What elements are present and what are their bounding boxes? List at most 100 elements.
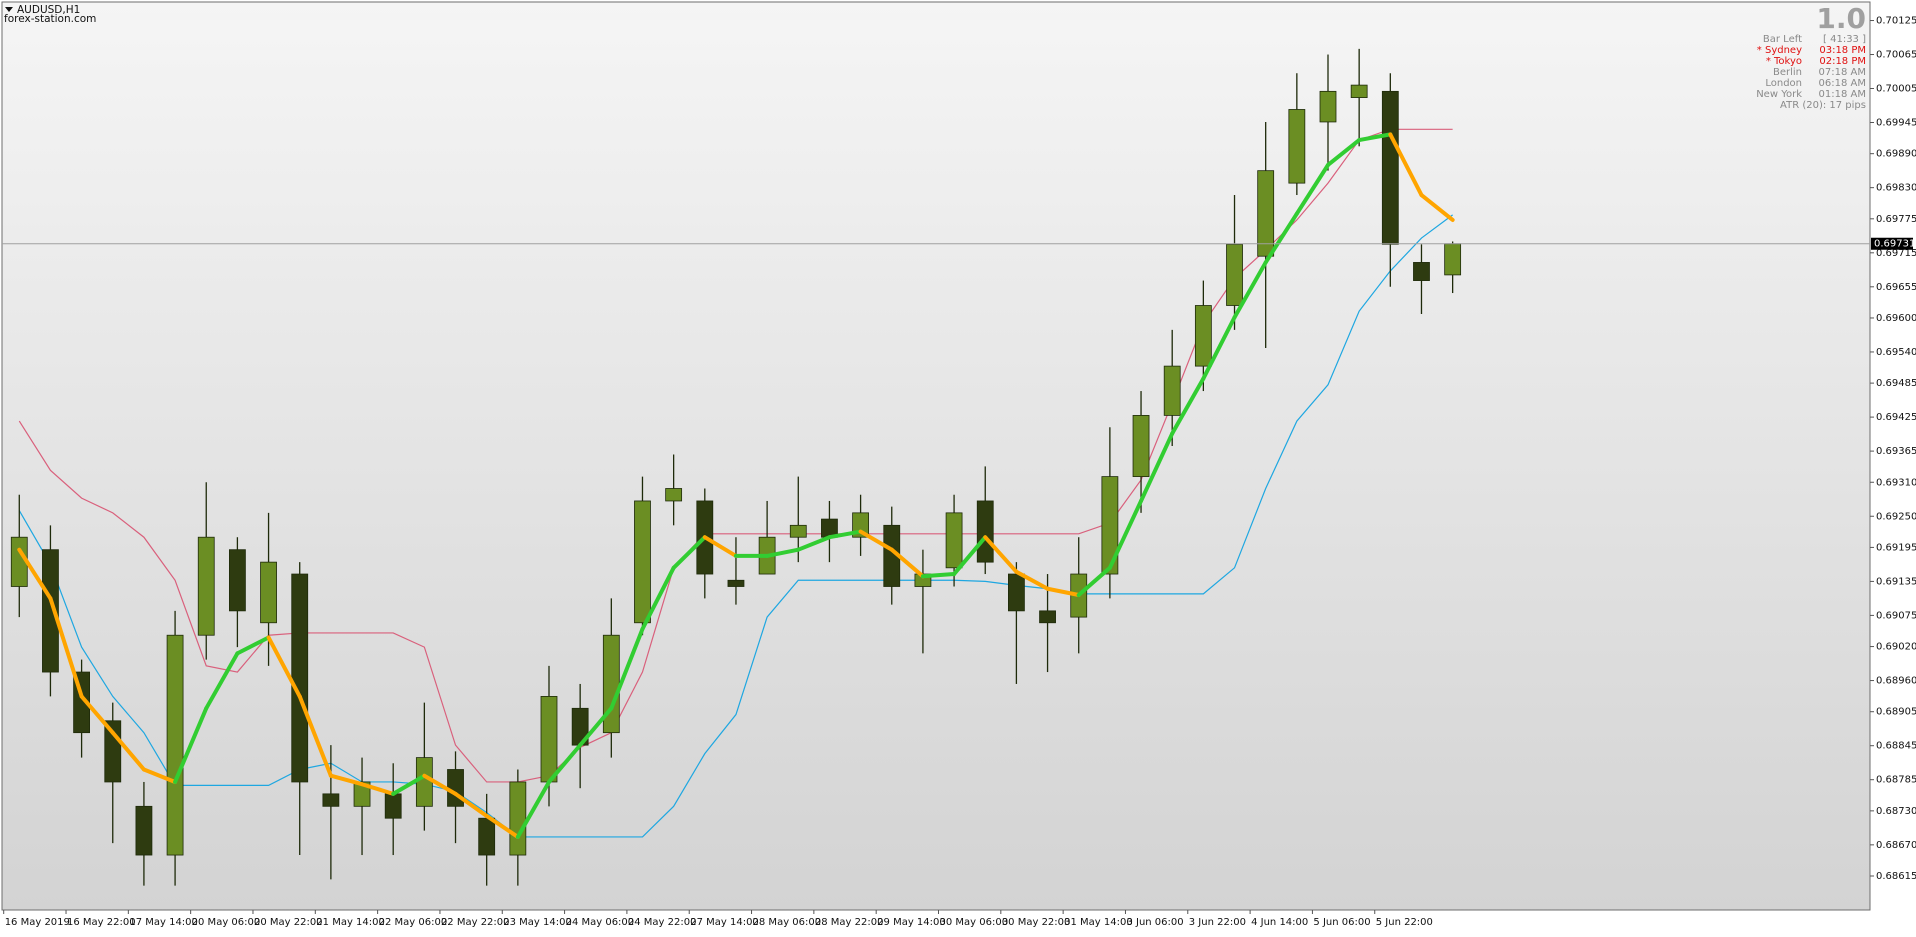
candle-body	[1101, 476, 1119, 575]
info-label: Bar Left	[1763, 34, 1802, 45]
y-tick-label: 0.69135	[1876, 576, 1916, 587]
trend-segment	[1388, 132, 1424, 198]
candle-body	[291, 573, 309, 783]
trend-segment	[1139, 431, 1175, 503]
y-tick-label: 0.70125	[1876, 16, 1916, 27]
x-tick-label: 16 May 2019	[5, 917, 70, 928]
candle-body	[135, 805, 153, 856]
info-value: [ 41:33 ]	[1823, 34, 1866, 45]
candle-body	[602, 634, 620, 734]
trend-segment	[360, 782, 396, 796]
info-value: 07:18 AM	[1819, 67, 1866, 78]
x-tick-label: 27 May 14:00	[690, 917, 759, 928]
trend-segment	[765, 547, 801, 558]
info-value: 06:18 AM	[1819, 78, 1866, 89]
candle-body	[1194, 305, 1212, 367]
trend-segment	[1170, 376, 1206, 436]
trend-segment	[173, 706, 209, 784]
y-tick-label: 0.68960	[1876, 676, 1916, 687]
y-tick-label: 0.69075	[1876, 610, 1916, 621]
y-tick-label: 0.69830	[1876, 183, 1916, 194]
trend-segment	[391, 773, 427, 796]
y-tick-label: 0.69715	[1876, 248, 1916, 259]
x-tick-label: 24 May 06:00	[566, 917, 635, 928]
trend-segment	[17, 547, 53, 601]
menu-triangle	[5, 7, 13, 12]
y-tick-label: 0.68785	[1876, 775, 1916, 786]
candle-body	[166, 634, 184, 856]
chart-subtitle: forex-station.com	[4, 13, 96, 25]
y-tick-label: 0.68905	[1876, 707, 1916, 718]
trend-segment	[920, 572, 957, 579]
x-tick-label: 23 May 14:00	[503, 917, 572, 928]
candle-body	[1319, 90, 1337, 123]
candle-body	[727, 579, 745, 587]
trend-segment	[1014, 569, 1050, 591]
y-tick-label: 0.69600	[1876, 313, 1916, 324]
x-tick-label: 22 May 06:00	[379, 917, 448, 928]
trend-segment	[889, 547, 925, 579]
trend-segment	[141, 767, 178, 784]
candle-body	[1413, 262, 1430, 281]
info-label: * Tokyo	[1766, 56, 1802, 67]
trend-segment	[1357, 132, 1393, 143]
y-tick-label: 0.70005	[1876, 84, 1916, 95]
candle-body	[945, 512, 963, 569]
x-tick-label: 16 May 22:00	[67, 917, 136, 928]
candle-body	[789, 524, 807, 538]
candle-body	[509, 781, 527, 856]
x-tick-label: 22 May 22:00	[441, 917, 510, 928]
info-label: Berlin	[1773, 67, 1802, 78]
trend-segment	[110, 730, 146, 772]
y-tick-label: 0.69540	[1876, 347, 1916, 358]
x-tick-label: 3 Jun 06:00	[1126, 917, 1183, 928]
trend-segment	[1419, 193, 1455, 222]
trend-segment	[578, 706, 614, 748]
trend-segment	[79, 694, 115, 735]
trend-segment	[547, 743, 583, 784]
candle-body	[1444, 243, 1462, 276]
trend-segment	[266, 635, 302, 699]
x-tick-label: 28 May 22:00	[815, 917, 884, 928]
candle-body	[976, 500, 994, 563]
candle-body	[415, 757, 433, 807]
y-tick-label: 0.69655	[1876, 282, 1916, 293]
y-tick-label: 0.69310	[1876, 477, 1916, 488]
candle-body	[1008, 573, 1025, 612]
candle-body	[322, 793, 340, 807]
trend-segment	[235, 635, 271, 656]
y-tick-label: 0.69890	[1876, 149, 1916, 160]
band-line	[18, 214, 1453, 838]
trend-segment	[796, 535, 832, 552]
trend-segment	[453, 791, 489, 818]
y-tick-label: 0.70065	[1876, 50, 1916, 61]
y-tick-label: 0.69425	[1876, 412, 1916, 423]
candle-body	[1381, 90, 1399, 245]
info-value: 02:18 PM	[1819, 56, 1866, 67]
x-tick-label: 21 May 14:00	[316, 917, 385, 928]
candle-body	[478, 817, 496, 856]
candle-body	[42, 549, 59, 673]
trend-segment	[48, 596, 84, 699]
x-tick-label: 30 May 22:00	[1002, 917, 1071, 928]
x-tick-label: 5 Jun 22:00	[1376, 917, 1433, 928]
x-tick-label: 24 May 22:00	[628, 917, 697, 928]
info-label: ATR (20): 17 pips	[1780, 100, 1866, 111]
y-tick-label: 0.69485	[1876, 378, 1916, 389]
x-tick-label: 4 Jun 14:00	[1251, 917, 1308, 928]
candle-body	[1288, 109, 1306, 184]
trend-segment	[1232, 260, 1268, 320]
plot-area	[1, 1, 1871, 911]
x-tick-label: 3 Jun 22:00	[1189, 917, 1246, 928]
y-tick-label: 0.68845	[1876, 741, 1916, 752]
candle-body	[384, 793, 402, 819]
x-tick-label: 20 May 06:00	[192, 917, 261, 928]
candle-body	[447, 769, 464, 807]
x-tick-label: 5 Jun 06:00	[1313, 917, 1370, 928]
trend-segment	[827, 529, 863, 540]
info-value: 01:18 AM	[1819, 89, 1866, 100]
trend-segment	[484, 813, 520, 839]
candle-body	[353, 781, 371, 807]
info-label: London	[1765, 78, 1802, 89]
